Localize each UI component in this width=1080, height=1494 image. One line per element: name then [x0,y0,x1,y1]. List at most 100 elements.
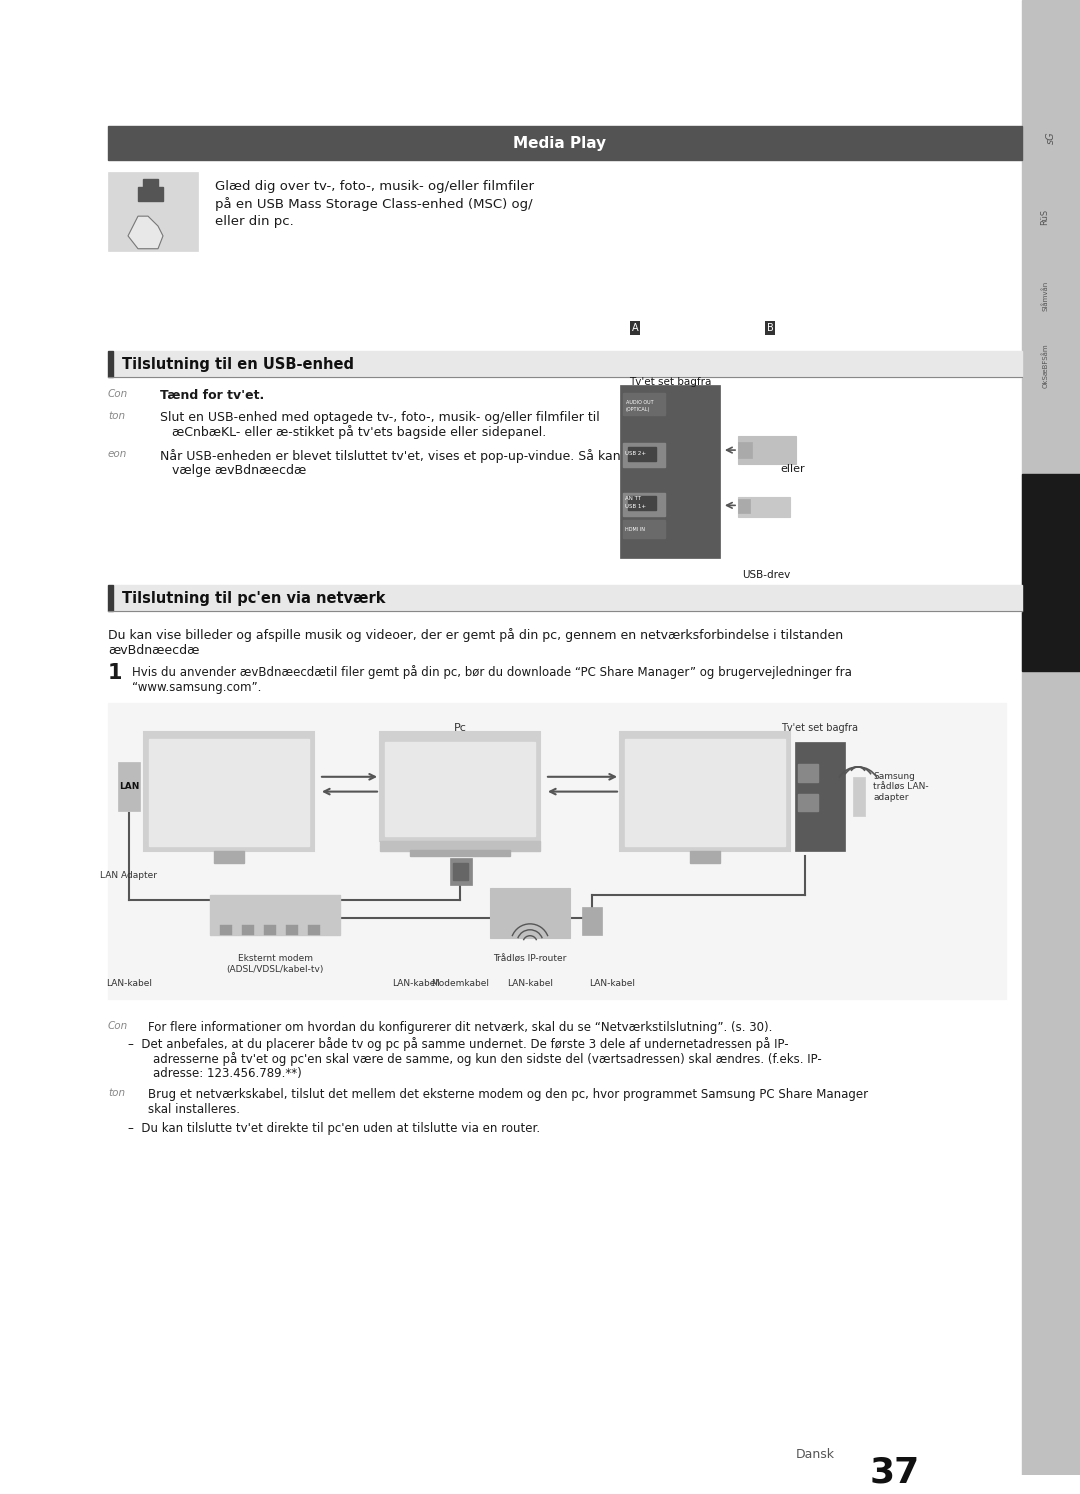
Text: eller: eller [781,463,806,474]
Bar [738,442,752,459]
Text: Pc: Pc [454,723,467,732]
Text: –  Du kan tilslutte tv'et direkte til pc'en uden at tilslutte via en router.: – Du kan tilslutte tv'et direkte til pc'… [129,1122,540,1135]
Text: USB 1+: USB 1+ [625,503,646,509]
Text: Slut en USB-enhed med optagede tv-, foto-, musik- og/eller filmfiler til: Slut en USB-enhed med optagede tv-, foto… [160,411,599,424]
Text: æCnbæKL- eller æ-stikket på tv'ets bagside eller sidepanel.: æCnbæKL- eller æ-stikket på tv'ets bagsi… [172,426,546,439]
Bar [453,862,468,880]
Text: Tv'et set bagfra: Tv'et set bagfra [629,376,712,387]
Text: ton: ton [108,1088,125,1098]
Text: skal installeres.: skal installeres. [148,1103,240,1116]
Bar [738,498,789,517]
Bar [690,850,720,862]
Text: Dansk: Dansk [796,1448,835,1461]
Bar [149,740,309,846]
Text: 1: 1 [108,663,122,683]
Polygon shape [129,217,163,248]
Bar [286,925,298,935]
Text: sG: sG [1047,131,1056,145]
Bar [623,393,665,414]
Bar [627,496,656,511]
Text: eller din pc.: eller din pc. [215,215,294,229]
Bar [108,172,198,251]
Bar [627,447,656,462]
Bar [1022,474,1080,671]
Bar [853,777,865,816]
Bar [620,732,789,850]
Text: Brug et netværkskabel, tilslut det mellem det eksterne modem og den pc, hvor pro: Brug et netværkskabel, tilslut det melle… [148,1088,868,1101]
Text: AUDIO OUT: AUDIO OUT [626,400,653,405]
Bar [108,351,113,376]
Bar [582,907,602,935]
Bar [144,732,314,850]
Text: A: A [632,323,638,333]
Text: 37: 37 [870,1455,920,1490]
Text: ævBdnæecdæ: ævBdnæecdæ [108,644,200,656]
Text: Modemkabel: Modemkabel [431,979,489,988]
Bar [623,444,665,466]
Text: B: B [767,323,773,333]
Bar [220,925,232,935]
Bar [625,740,785,846]
Bar [264,925,276,935]
Text: Når USB-enheden er blevet tilsluttet tv'et, vises et pop-up-vindue. Så kan du: Når USB-enheden er blevet tilsluttet tv'… [160,450,640,463]
Bar [798,793,818,811]
Bar [118,762,140,811]
Bar [738,499,750,514]
Text: RüS: RüS [1040,209,1050,226]
Bar [138,187,163,202]
Text: Con: Con [108,388,129,399]
Bar [623,493,665,517]
Bar [108,586,113,611]
Text: Media Play: Media Play [513,136,607,151]
Text: For flere informationer om hvordan du konfigurerer dit netværk, skal du se “Netv: For flere informationer om hvordan du ko… [148,1020,772,1034]
Text: Glæd dig over tv-, foto-, musik- og/eller filmfiler: Glæd dig over tv-, foto-, musik- og/elle… [215,179,534,193]
Bar [410,850,510,856]
Text: Du kan vise billeder og afspille musik og videoer, der er gemt på din pc, gennem: Du kan vise billeder og afspille musik o… [108,627,843,642]
Bar [113,351,1022,376]
Text: “www.samsung.com”.: “www.samsung.com”. [132,681,261,695]
Text: vælge ævBdnæecdæ: vælge ævBdnæecdæ [172,465,307,477]
Bar [490,889,570,938]
Text: Samsung
trådløs LAN-
adapter: Samsung trådløs LAN- adapter [873,772,929,802]
Bar [308,925,320,935]
Text: USB-drev: USB-drev [742,569,791,580]
Bar [738,436,796,465]
Bar [143,179,158,187]
Text: LAN-kabel: LAN-kabel [589,979,635,988]
Text: OkSæBFSåm: OkSæBFSåm [1041,344,1049,387]
Text: Hvis du anvender ævBdnæecdætil filer gemt på din pc, bør du downloade “PC Share : Hvis du anvender ævBdnæecdætil filer gem… [132,665,852,680]
Bar [620,385,720,557]
Text: LAN-kabel: LAN-kabel [507,979,553,988]
Text: Tv'et set bagfra: Tv'et set bagfra [782,723,859,732]
Text: Tilslutning til pc'en via netværk: Tilslutning til pc'en via netværk [122,590,386,605]
Bar [384,743,535,837]
Bar [242,925,254,935]
Bar [1022,0,1080,1475]
Text: LAN: LAN [119,783,139,792]
Text: ton: ton [108,411,125,421]
Text: adresse: 123.456.789.**): adresse: 123.456.789.**) [138,1067,301,1080]
Bar [798,763,818,781]
Text: USB 2+: USB 2+ [625,451,646,456]
Text: LAN-kabel: LAN-kabel [392,979,438,988]
Bar [108,702,1005,999]
Text: LAN-kabel: LAN-kabel [106,979,152,988]
Text: eon: eon [108,450,127,459]
Text: (OPTICAL): (OPTICAL) [626,408,650,412]
Text: Eksternt modem
(ADSL/VDSL/kabel-tv): Eksternt modem (ADSL/VDSL/kabel-tv) [227,955,324,974]
Text: HDMI IN: HDMI IN [625,526,645,532]
Text: –  Det anbefales, at du placerer både tv og pc på samme undernet. De første 3 de: – Det anbefales, at du placerer både tv … [129,1037,788,1052]
Bar [623,520,665,538]
Bar [380,841,540,850]
Text: LAN Adapter: LAN Adapter [100,871,158,880]
Text: Trådløs IP-router: Trådløs IP-router [494,955,567,964]
Bar [380,732,540,841]
Bar [113,586,1022,611]
Bar [795,743,845,850]
Bar [214,850,244,862]
Text: adresserne på tv'et og pc'en skal være de samme, og kun den sidste del (værtsadr: adresserne på tv'et og pc'en skal være d… [138,1052,822,1067]
Bar [450,858,472,886]
Text: på en USB Mass Storage Class-enhed (MSC) og/: på en USB Mass Storage Class-enhed (MSC)… [215,197,532,211]
Text: Slåmvån: Slåmvån [1041,281,1049,311]
Bar [108,127,1022,160]
